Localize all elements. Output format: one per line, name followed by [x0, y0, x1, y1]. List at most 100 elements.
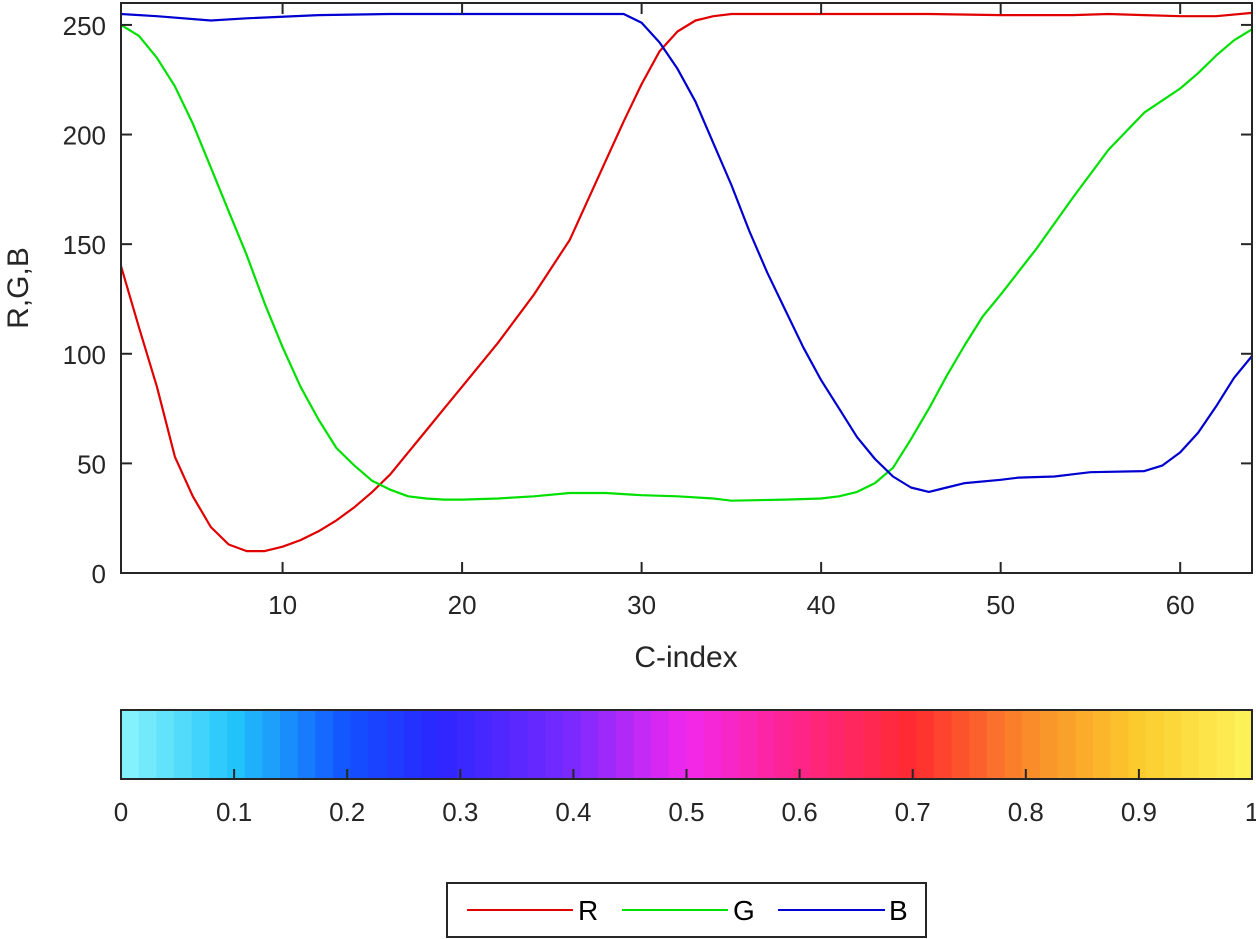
y-axis-label: R,G,B [2, 247, 35, 329]
colorbar-tick-label: 0.2 [329, 797, 365, 827]
colorbar-cell [545, 710, 564, 779]
colorbar: 0 0.1 0.2 0.3 0.4 0.5 0.6 0.7 0.8 0.9 1 [114, 709, 1256, 827]
series-line-b [120, 12, 1253, 493]
colorbar-tick-label: 0.4 [555, 797, 591, 827]
colorbar-cell [244, 710, 263, 779]
series-line-r [119, 11, 1253, 553]
x-tick-label: 60 [1166, 590, 1195, 620]
colorbar-tick-label: 0.1 [216, 797, 252, 827]
colorbar-cell [1163, 710, 1182, 779]
colorbar-cell [174, 710, 193, 779]
colorbar-cell [1198, 710, 1218, 779]
colorbar-gradient [121, 710, 1253, 779]
colorbar-cell [492, 710, 511, 779]
colorbar-cell [1075, 710, 1094, 779]
y-tick-label: 50 [77, 449, 106, 479]
colorbar-cell [209, 710, 228, 779]
colorbar-cell [668, 710, 688, 779]
colorbar-cell [368, 710, 387, 779]
colorbar-cell [792, 710, 811, 779]
colorbar-cell [262, 710, 281, 779]
x-tick-label: 10 [268, 590, 297, 620]
colorbar-cell [297, 710, 316, 779]
colorbar-cell [1181, 710, 1200, 779]
colorbar-cell [633, 710, 652, 779]
colorbar-cell [1092, 710, 1112, 779]
colorbar-cell [1039, 710, 1059, 779]
colorbar-cell [121, 710, 140, 779]
colorbar-cell [1234, 710, 1253, 779]
x-tick-label: 20 [448, 590, 477, 620]
colorbar-tick-label: 0.5 [668, 797, 704, 827]
colorbar-cell [615, 710, 635, 779]
colorbar-cell [191, 710, 210, 779]
colorbar-tick-label: 0.6 [782, 797, 818, 827]
y-tick-label: 100 [63, 340, 106, 370]
colorbar-cell [827, 710, 847, 779]
colorbar-ticks: 0 0.1 0.2 0.3 0.4 0.5 0.6 0.7 0.8 0.9 1 [114, 769, 1256, 827]
colorbar-cell [315, 710, 334, 779]
colorbar-cell [562, 710, 582, 779]
colorbar-cell [598, 710, 617, 779]
colorbar-cell [403, 710, 423, 779]
colorbar-cell [580, 710, 599, 779]
colorbar-cell [1004, 710, 1023, 779]
colorbar-cell [421, 710, 440, 779]
colorbar-cell [845, 710, 864, 779]
colorbar-cell [227, 710, 246, 779]
plot-area [121, 3, 1252, 573]
colorbar-cell [880, 710, 900, 779]
colorbar-cell [439, 710, 458, 779]
series-layer [119, 11, 1253, 553]
colorbar-frame [120, 709, 1253, 780]
colorbar-tick-label: 0.3 [442, 797, 478, 827]
y-axis-ticks: 0 50 100 150 200 250 [63, 11, 1252, 589]
colorbar-tick-label: 0.9 [1121, 797, 1157, 827]
colorbar-cell [704, 710, 723, 779]
legend-label-g: G [733, 895, 755, 926]
colorbar-cell [757, 710, 776, 779]
colorbar-cell [474, 710, 493, 779]
colorbar-cell [898, 710, 917, 779]
legend-label-b: B [889, 895, 908, 926]
colorbar-cell [951, 710, 970, 779]
colorbar-cell [456, 710, 476, 779]
colorbar-cell [916, 710, 935, 779]
line-plot-axes: 10 20 30 40 50 60 0 50 100 150 200 250 C-index R,G… [2, 2, 1253, 674]
colorbar-tick-label: 0 [114, 797, 128, 827]
y-tick-label: 0 [92, 559, 106, 589]
colorbar-cell [1128, 710, 1147, 779]
x-axis-label: C-index [634, 641, 737, 674]
colorbar-cell [1057, 710, 1076, 779]
axes-box [120, 2, 1253, 574]
colorbar-cell [863, 710, 882, 779]
colorbar-cell [651, 710, 670, 779]
colorbar-cell [686, 710, 705, 779]
colorbar-tick-label: 1 [1245, 797, 1256, 827]
colorbar-cell [156, 710, 175, 779]
colorbar-cell [721, 710, 741, 779]
colorbar-cell [810, 710, 829, 779]
x-tick-label: 40 [807, 590, 836, 620]
colorbar-cell [969, 710, 988, 779]
colorbar-cell [739, 710, 758, 779]
colorbar-cell [1110, 710, 1129, 779]
x-tick-label: 30 [627, 590, 656, 620]
colorbar-cell [509, 710, 529, 779]
colorbar-cell [280, 710, 299, 779]
colorbar-tick-label: 0.8 [1008, 797, 1044, 827]
legend-label-r: R [578, 895, 598, 926]
colorbar-cell [774, 710, 794, 779]
colorbar-cell [1216, 710, 1235, 779]
colorbar-cell [350, 710, 369, 779]
colorbar-tick-label: 0.7 [895, 797, 931, 827]
y-tick-label: 200 [63, 121, 106, 151]
colorbar-cell [527, 710, 546, 779]
colorbar-cell [138, 710, 157, 779]
y-tick-label: 250 [63, 11, 106, 41]
colorbar-cell [986, 710, 1006, 779]
colorbar-cell [1145, 710, 1165, 779]
y-tick-label: 150 [63, 230, 106, 260]
colorbar-cell [933, 710, 953, 779]
